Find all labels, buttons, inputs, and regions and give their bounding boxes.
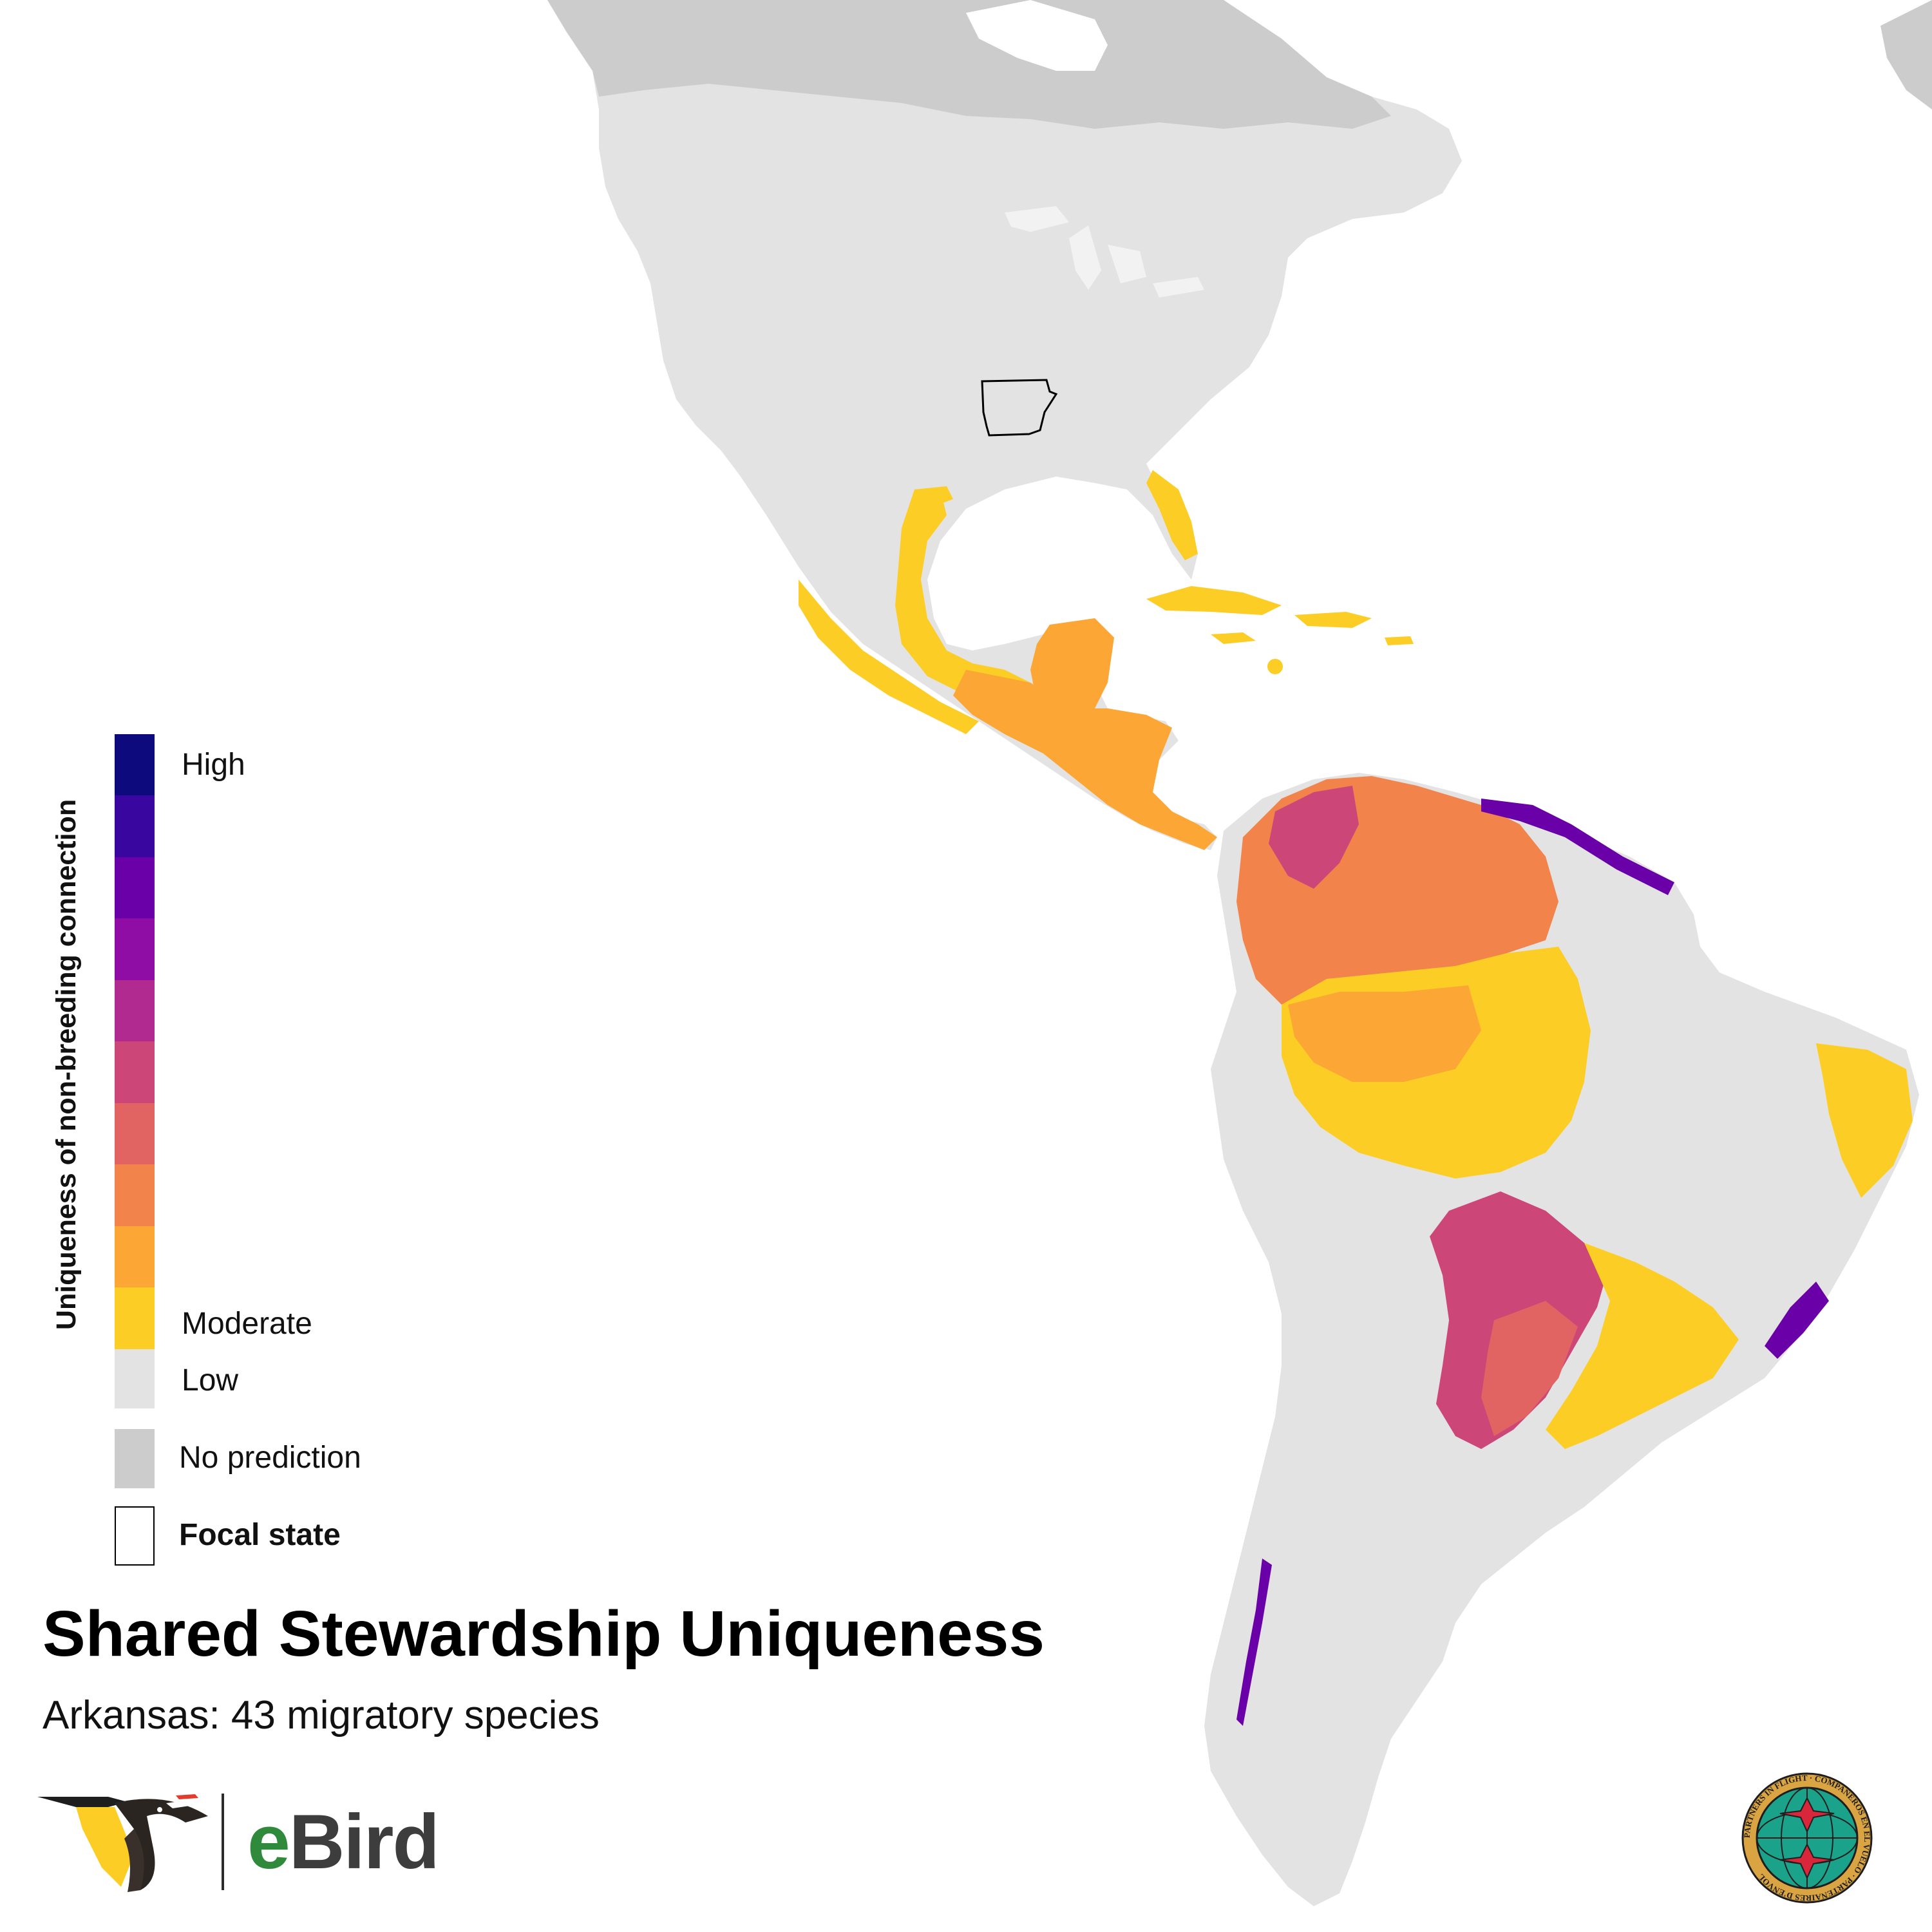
ramp-cell — [115, 1164, 155, 1226]
map-subtitle: Arkansas: 43 migratory species — [43, 1693, 600, 1738]
legend-label-moderate: Moderate — [182, 1307, 312, 1341]
ramp-cell — [115, 795, 155, 857]
gulf-coast-texas — [914, 486, 953, 509]
ramp-cell — [115, 1103, 155, 1164]
hudson-bay — [966, 0, 1108, 71]
chile-coast-purple — [1236, 1558, 1272, 1726]
guiana-coast-purple — [1481, 799, 1674, 895]
mexico-pacific-coast — [799, 580, 979, 734]
ebird-wordmark-bird: Bird — [289, 1799, 440, 1885]
northeast-brazil-yellow — [1816, 1043, 1913, 1198]
gulf-of-california — [670, 451, 741, 580]
great-lakes — [1005, 206, 1204, 298]
ramp-cell — [115, 1226, 155, 1287]
focal-state-outline — [981, 379, 1058, 437]
ramp-cell — [115, 734, 155, 795]
paraguay-orange — [1481, 1301, 1578, 1436]
ramp-cell — [115, 1041, 155, 1103]
logo-divider — [222, 1794, 224, 1890]
yucatan — [1030, 618, 1114, 715]
ramp-cell — [115, 857, 155, 918]
ramp-cell — [115, 1287, 155, 1349]
map-title: Shared Stewardship Uniqueness — [43, 1598, 1045, 1670]
focal-state-swatch — [115, 1506, 155, 1566]
florida — [1146, 470, 1198, 560]
caribbean-islands — [1146, 586, 1414, 674]
ramp-cell — [115, 980, 155, 1041]
ramp-cell — [115, 1349, 155, 1408]
colombia-magenta — [1269, 786, 1359, 889]
partners-in-flight-seal-icon: PARTNERS IN FLIGHT · COMPAÑEROS EN EL VU… — [1741, 1772, 1873, 1904]
southeast-brazil-yellow — [1546, 1243, 1739, 1449]
atlantic-coast-purple — [1765, 1282, 1829, 1359]
legend-label-low: Low — [182, 1363, 239, 1397]
amazon-orange — [1288, 985, 1481, 1082]
legend-label-high: High — [182, 748, 245, 782]
legend-title: Uniqueness of non-breeding connection — [51, 799, 82, 1331]
mexico-east-coast — [895, 489, 1030, 702]
legend-label-focal-state: Focal state — [179, 1518, 341, 1552]
legend-label-no-prediction: No prediction — [179, 1441, 361, 1475]
greenland — [1880, 0, 1932, 109]
ebird-bird-icon — [37, 1794, 208, 1892]
north-america — [547, 0, 1462, 850]
no-prediction-region — [547, 0, 1391, 129]
ebird-wordmark-e: e — [247, 1799, 290, 1885]
central-america — [953, 670, 1217, 850]
ramp-cell — [115, 918, 155, 980]
ebird-wordmark: eBird — [247, 1797, 440, 1887]
no-prediction-swatch — [115, 1429, 155, 1488]
